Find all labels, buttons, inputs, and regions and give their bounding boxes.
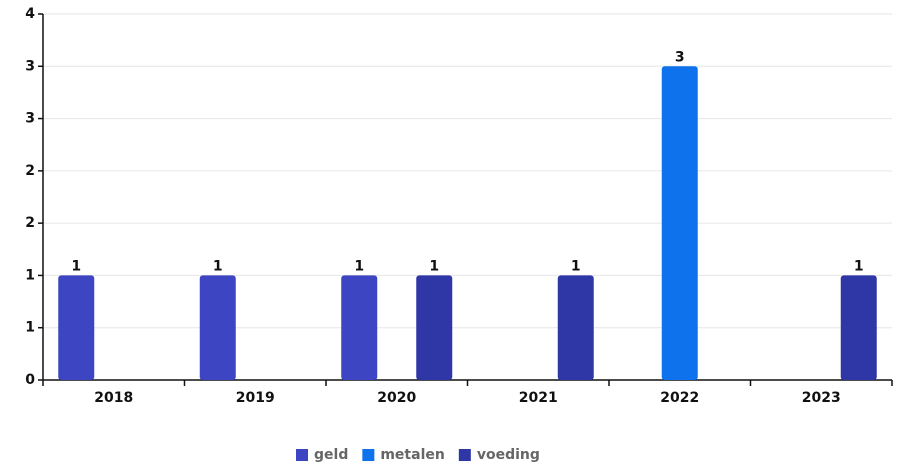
data-label: 1	[429, 258, 439, 274]
x-tick-label: 2023	[802, 390, 841, 406]
x-tick-label: 2020	[377, 390, 416, 406]
x-tick-label: 2019	[236, 390, 275, 406]
x-tick-label: 2022	[660, 390, 699, 406]
data-label: 1	[71, 258, 81, 274]
bar	[661, 66, 698, 381]
bar	[58, 275, 95, 380]
legend-label: voeding	[477, 447, 540, 463]
legend-swatch	[458, 449, 471, 461]
bar	[416, 275, 453, 380]
y-tick-label: 3	[25, 58, 35, 74]
bar	[557, 275, 594, 380]
x-tick-label: 2018	[94, 390, 133, 406]
y-tick-label: 1	[25, 320, 35, 336]
x-tick-label: 2021	[519, 390, 558, 406]
y-tick-label: 3	[25, 111, 35, 127]
data-label: 3	[675, 49, 685, 65]
legend-label: geld	[314, 447, 348, 463]
legend-swatch	[362, 449, 375, 461]
legend: geld metalen voeding	[296, 447, 540, 463]
y-tick-label: 2	[25, 163, 35, 179]
data-label: 1	[213, 258, 223, 274]
data-label: 1	[354, 258, 364, 274]
y-tick-label: 0	[25, 372, 35, 388]
data-label: 1	[571, 258, 581, 274]
bar	[199, 275, 236, 380]
y-tick-label: 2	[25, 215, 35, 231]
legend-swatch	[296, 449, 308, 461]
bar	[840, 275, 877, 380]
data-label: 1	[854, 258, 864, 274]
bar	[341, 275, 378, 380]
legend-label: metalen	[380, 447, 444, 463]
y-tick-label: 1	[25, 267, 35, 283]
y-tick-label: 4	[25, 6, 35, 22]
